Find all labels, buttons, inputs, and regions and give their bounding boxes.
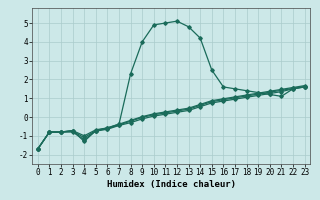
X-axis label: Humidex (Indice chaleur): Humidex (Indice chaleur) bbox=[107, 180, 236, 189]
